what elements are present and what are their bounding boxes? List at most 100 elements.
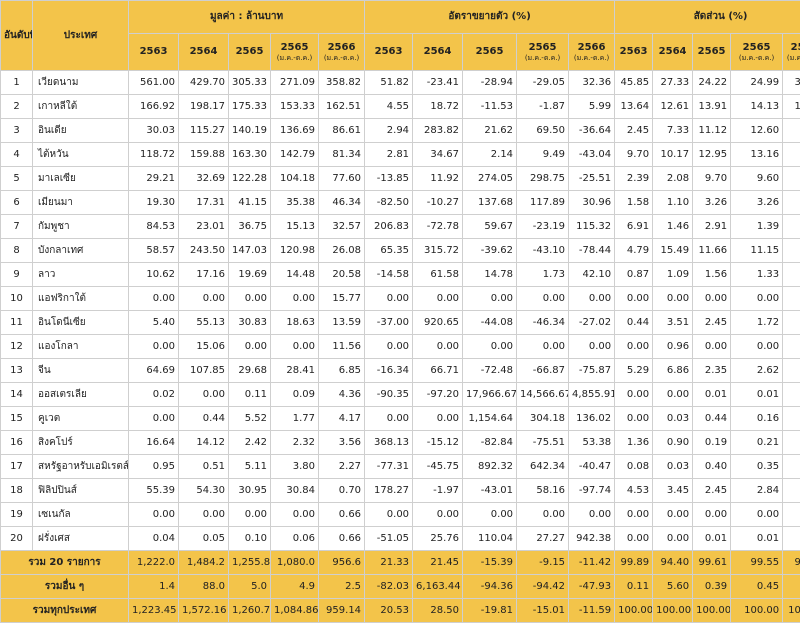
share-cell: 45.85 — [615, 71, 653, 95]
growth-cell: 5.99 — [569, 95, 615, 119]
value-cell: 0.00 — [179, 287, 229, 311]
country-cell: อินเดีย — [33, 119, 129, 143]
value-cell: 6.85 — [319, 359, 365, 383]
rank-cell: 8 — [1, 239, 33, 263]
growth-cell: 18.72 — [413, 95, 463, 119]
growth-cell: 206.83 — [365, 215, 413, 239]
share-cell: 2.08 — [653, 167, 693, 191]
growth-cell: -43.10 — [517, 239, 569, 263]
value-cell: 0.00 — [129, 503, 179, 527]
value-cell: 14.48 — [271, 263, 319, 287]
growth-cell: -10.27 — [413, 191, 463, 215]
rank-cell: 18 — [1, 479, 33, 503]
value-cell: 0.51 — [179, 455, 229, 479]
value-cell: 0.00 — [229, 503, 271, 527]
share-cell: 0.07 — [783, 527, 800, 551]
growth-cell: -82.03 — [365, 575, 413, 599]
value-cell: 2.42 — [229, 431, 271, 455]
share-cell: 0.27 — [783, 575, 800, 599]
share-cell: 0.44 — [615, 311, 653, 335]
share-cell: 4.79 — [615, 239, 653, 263]
value-cell: 64.69 — [129, 359, 179, 383]
value-cell: 1,084.86 — [271, 599, 319, 623]
share-cell: 0.16 — [731, 407, 783, 431]
country-cell: เวียดนาม — [33, 71, 129, 95]
country-cell: จีน — [33, 359, 129, 383]
share-cell: 0.03 — [653, 407, 693, 431]
value-cell: 1,222.0 — [129, 551, 179, 575]
share-cell: 1.58 — [615, 191, 653, 215]
growth-cell: 9.49 — [517, 143, 569, 167]
value-cell: 122.28 — [229, 167, 271, 191]
period-note: (ม.ค.-ต.ค.) — [274, 55, 315, 62]
share-cell: 1.72 — [731, 311, 783, 335]
growth-cell: 0.00 — [463, 503, 517, 527]
growth-cell: 0.00 — [365, 287, 413, 311]
value-cell: 1.4 — [129, 575, 179, 599]
growth-cell: -94.36 — [463, 575, 517, 599]
growth-cell: 4,855.91 — [569, 383, 615, 407]
share-cell: 0.01 — [693, 527, 731, 551]
growth-group-header: อัตราขยายตัว (%) — [365, 1, 615, 34]
value-cell: 36.75 — [229, 215, 271, 239]
growth-cell: -13.85 — [365, 167, 413, 191]
total-label: รวมทุกประเทศ — [1, 599, 129, 623]
value-cell: 13.59 — [319, 311, 365, 335]
country-cell: สหรัฐอาหรับเอมิเรตส์ — [33, 455, 129, 479]
growth-cell: -27.02 — [569, 311, 615, 335]
value-cell: 5.0 — [229, 575, 271, 599]
value-cell: 4.9 — [271, 575, 319, 599]
value-cell: 84.53 — [129, 215, 179, 239]
value-cell: 561.00 — [129, 71, 179, 95]
growth-cell: -45.75 — [413, 455, 463, 479]
growth-cell: -82.84 — [463, 431, 517, 455]
value-cell: 30.95 — [229, 479, 271, 503]
value-cell: 0.95 — [129, 455, 179, 479]
share-cell: 99.55 — [731, 551, 783, 575]
country-cell: มาเลเซีย — [33, 167, 129, 191]
growth-cell: 110.04 — [463, 527, 517, 551]
growth-cell: 6,163.44 — [413, 575, 463, 599]
growth-cell: 115.32 — [569, 215, 615, 239]
value-cell: 15.06 — [179, 335, 229, 359]
growth-cell: 14.78 — [463, 263, 517, 287]
value-cell: 147.03 — [229, 239, 271, 263]
share-cell: 37.41 — [783, 71, 800, 95]
value-cell: 358.82 — [319, 71, 365, 95]
share-cell: 0.07 — [783, 503, 800, 527]
rank-cell: 5 — [1, 167, 33, 191]
value-cell: 29.21 — [129, 167, 179, 191]
share-cell: 1.21 — [783, 335, 800, 359]
rank-cell: 11 — [1, 311, 33, 335]
share-cell: 2.35 — [693, 359, 731, 383]
value-cell: 2.32 — [271, 431, 319, 455]
value-cell: 19.69 — [229, 263, 271, 287]
growth-cell: 304.18 — [517, 407, 569, 431]
value-cell: 88.0 — [179, 575, 229, 599]
growth-cell: -36.64 — [569, 119, 615, 143]
value-cell: 140.19 — [229, 119, 271, 143]
growth-cell: 4.55 — [365, 95, 413, 119]
value-cell: 0.00 — [271, 503, 319, 527]
growth-cell: -47.93 — [569, 575, 615, 599]
share-cell: 3.40 — [783, 215, 800, 239]
value-cell: 166.92 — [129, 95, 179, 119]
growth-cell: 642.34 — [517, 455, 569, 479]
share-cell: 94.40 — [653, 551, 693, 575]
share-cell: 0.40 — [693, 455, 731, 479]
rank-cell: 2 — [1, 95, 33, 119]
value-cell: 0.00 — [229, 335, 271, 359]
rank-cell: 3 — [1, 119, 33, 143]
growth-cell: 34.67 — [413, 143, 463, 167]
share-cell: 0.96 — [653, 335, 693, 359]
share-cell: 1.09 — [653, 263, 693, 287]
value-cell: 1,080.0 — [271, 551, 319, 575]
share-cell: 0.71 — [783, 359, 800, 383]
growth-cell: -44.08 — [463, 311, 517, 335]
period-note: (ม.ค.-ต.ค.) — [786, 55, 800, 62]
growth-cell: 14,566.67 — [517, 383, 569, 407]
